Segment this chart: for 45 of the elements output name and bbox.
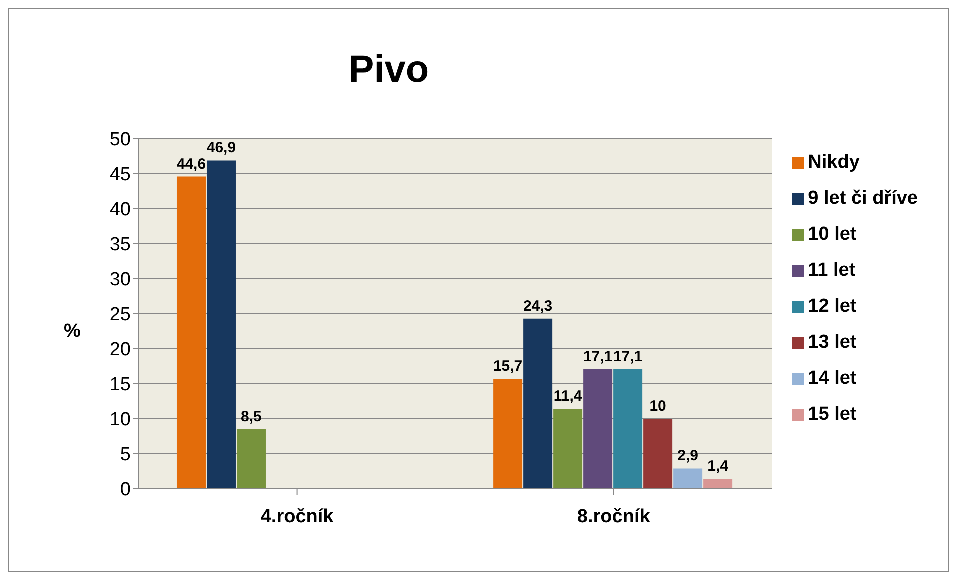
y-tick-label: 40 bbox=[110, 200, 131, 221]
bar bbox=[236, 430, 266, 489]
legend-label: 11 let bbox=[808, 260, 856, 281]
bar bbox=[176, 176, 206, 489]
x-tick-label: 4.ročník bbox=[260, 506, 334, 528]
y-tick-label: 25 bbox=[110, 304, 131, 326]
data-label: 17,1 bbox=[583, 348, 613, 366]
data-label: 17,1 bbox=[613, 348, 643, 366]
bar bbox=[206, 160, 236, 489]
data-label: 15,7 bbox=[493, 358, 523, 376]
legend-label: 14 let bbox=[808, 368, 857, 389]
x-tick-label: 8.ročník bbox=[577, 506, 651, 528]
y-tick-label: 35 bbox=[110, 234, 131, 256]
data-label: 24,3 bbox=[523, 298, 553, 315]
bar bbox=[704, 479, 733, 489]
legend-label: 12 let bbox=[808, 296, 857, 317]
y-tick-label: 5 bbox=[120, 444, 131, 466]
data-label: 11,4 bbox=[554, 388, 583, 406]
legend-label: 15 let bbox=[808, 404, 857, 425]
data-label: 46,9 bbox=[206, 140, 236, 157]
y-tick-label: 20 bbox=[110, 340, 131, 361]
y-tick-label: 10 bbox=[110, 410, 131, 431]
data-label: 8,5 bbox=[241, 408, 262, 426]
chart-title: Pivo bbox=[348, 49, 430, 92]
y-axis-title: % bbox=[64, 321, 81, 343]
bar bbox=[524, 318, 553, 489]
bar bbox=[674, 468, 703, 489]
y-tick-label: 30 bbox=[110, 270, 131, 291]
y-tick-label: 15 bbox=[110, 374, 131, 396]
data-label: 10 bbox=[650, 398, 666, 415]
bar bbox=[644, 419, 673, 489]
bar bbox=[554, 409, 583, 489]
bar bbox=[584, 369, 613, 489]
legend-label: 10 let bbox=[808, 224, 857, 245]
legend-label: 13 let bbox=[808, 332, 857, 353]
bar bbox=[614, 369, 643, 489]
data-label: 2,9 bbox=[678, 448, 698, 465]
data-label: 1,4 bbox=[708, 458, 730, 476]
bar bbox=[494, 379, 523, 489]
y-tick-label: 50 bbox=[110, 130, 131, 151]
legend-label: 9 let či dříve bbox=[808, 188, 918, 209]
y-tick-label: 45 bbox=[110, 164, 131, 186]
data-label: 44,6 bbox=[176, 156, 206, 173]
y-tick-label: 0 bbox=[120, 480, 131, 501]
legend-label: Nikdy bbox=[808, 152, 860, 173]
